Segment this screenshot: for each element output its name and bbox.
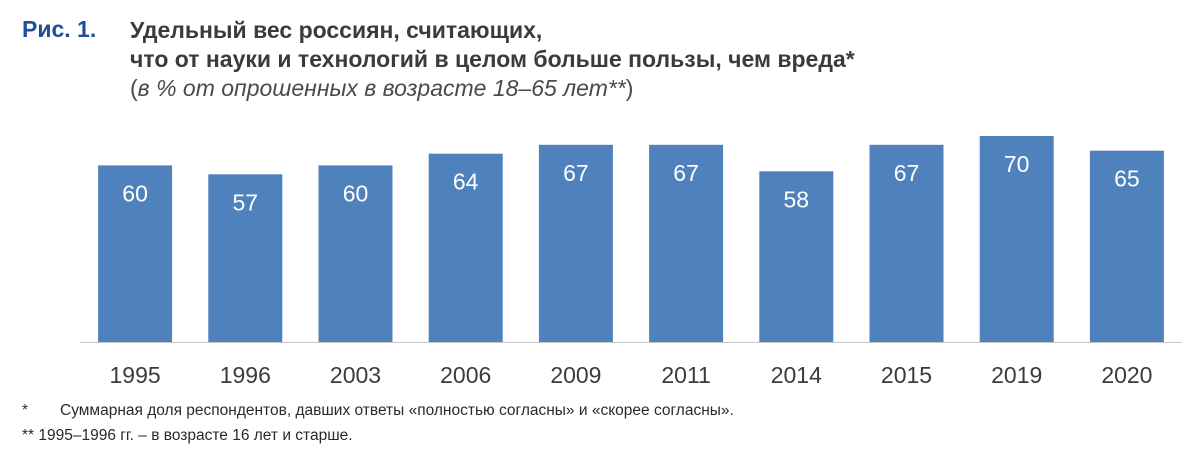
x-tick-label-2011: 2011 xyxy=(661,362,710,388)
data-label-1995: 60 xyxy=(122,180,148,206)
x-tick-label-2019: 2019 xyxy=(991,362,1042,388)
bar-2003 xyxy=(318,165,393,342)
data-label-2015: 67 xyxy=(894,160,920,186)
data-label-2014: 58 xyxy=(784,186,810,212)
x-tick-label-2015: 2015 xyxy=(881,362,932,388)
footnote-2: ** 1995–1996 гг. – в возрасте 16 лет и с… xyxy=(22,427,353,444)
bar-2011 xyxy=(649,144,724,342)
chart-title-block: Удельный вес россиян, считающих, что от … xyxy=(130,16,855,103)
chart-title-line-1: Удельный вес россиян, считающих, xyxy=(130,17,543,43)
figure-label: Рис. 1. xyxy=(22,16,97,42)
bar-2006 xyxy=(428,153,503,342)
data-label-2019: 70 xyxy=(1004,151,1030,177)
x-tick-label-2006: 2006 xyxy=(440,362,491,388)
footnote-1-mark: * xyxy=(22,402,29,419)
chart-subtitle: (в % от опрошенных в возрасте 18–65 лет*… xyxy=(130,74,855,103)
bar-1996 xyxy=(208,174,283,342)
data-label-2020: 65 xyxy=(1114,166,1140,192)
subtitle-close-paren: ) xyxy=(625,75,634,101)
bar-2019 xyxy=(979,136,1054,342)
subtitle-text: в % от опрошенных в возрасте 18–65 лет** xyxy=(137,75,626,101)
x-tick-label-1995: 1995 xyxy=(110,362,161,388)
x-tick-label-1996: 1996 xyxy=(220,362,271,388)
data-label-2006: 64 xyxy=(453,169,479,195)
bar-2015 xyxy=(869,144,944,342)
footnote-1-text: Суммарная доля респондентов, давших отве… xyxy=(60,402,734,419)
subtitle-open-paren: ( xyxy=(130,75,138,101)
bar-1995 xyxy=(98,165,173,342)
data-label-2011: 67 xyxy=(673,160,699,186)
data-label-1996: 57 xyxy=(233,189,259,215)
x-tick-label-2014: 2014 xyxy=(771,362,822,388)
bar-2009 xyxy=(538,144,613,342)
x-tick-label-2020: 2020 xyxy=(1101,362,1152,388)
x-tick-label-2009: 2009 xyxy=(550,362,601,388)
footnote-1: * Суммарная доля респондентов, давших отв… xyxy=(22,402,734,420)
data-label-2009: 67 xyxy=(563,160,589,186)
bar-2020 xyxy=(1089,150,1164,342)
bar-2014 xyxy=(759,171,834,342)
data-label-2003: 60 xyxy=(343,180,369,206)
chart-title-line-2: что от науки и технологий в целом больше… xyxy=(130,46,855,72)
x-tick-label-2003: 2003 xyxy=(330,362,381,388)
